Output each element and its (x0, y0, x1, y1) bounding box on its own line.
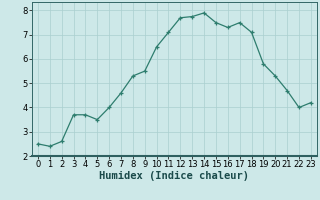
X-axis label: Humidex (Indice chaleur): Humidex (Indice chaleur) (100, 171, 249, 181)
